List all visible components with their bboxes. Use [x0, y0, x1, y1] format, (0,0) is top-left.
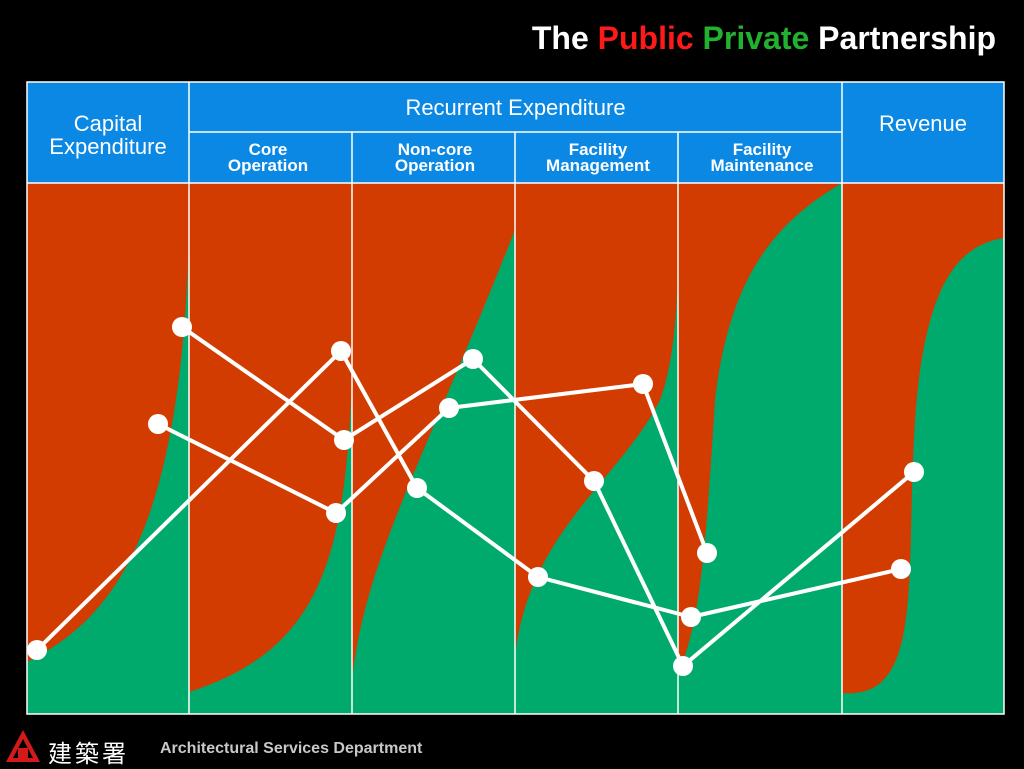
header-revenue: Revenue: [878, 111, 968, 137]
title-word-the: The: [531, 20, 589, 56]
grid-lines: [26, 81, 1005, 715]
marker: [331, 341, 351, 361]
chinese-department-name: 建築署: [48, 740, 129, 768]
marker: [697, 543, 717, 563]
marker: [148, 414, 168, 434]
capital-private-area: [27, 240, 189, 714]
marker: [27, 640, 47, 660]
marker: [891, 559, 911, 579]
marker: [584, 471, 604, 491]
page-title: The Public Private Partnership: [532, 20, 996, 57]
department-name: Architectural Services Department: [160, 740, 423, 757]
facility-maint-private-area: [678, 183, 842, 714]
title-word-partnership: Partnership: [818, 20, 996, 56]
title-word-private: Private: [702, 20, 810, 56]
facility-mgmt-private-area: [515, 250, 678, 714]
marker: [673, 656, 693, 676]
marker: [528, 567, 548, 587]
title-word-public: Public: [597, 20, 694, 56]
header-facility-management: Facility Management: [546, 139, 650, 175]
markers: [27, 317, 924, 676]
marker: [681, 607, 701, 627]
header-capital-expenditure: Capital Expenditure: [49, 110, 167, 159]
marker: [326, 503, 346, 523]
marker: [904, 462, 924, 482]
marker: [172, 317, 192, 337]
header-facility-maintenance: Facility Maintenance: [710, 139, 814, 175]
marker: [334, 430, 354, 450]
marker: [407, 478, 427, 498]
header-core-operation: Core Operation: [227, 139, 309, 175]
header-noncore-operation: Non-core Operation: [394, 139, 476, 175]
marker: [633, 374, 653, 394]
asd-logo-icon: [6, 730, 40, 762]
marker: [463, 349, 483, 369]
marker: [439, 398, 459, 418]
line-b: [180, 325, 916, 668]
core-private-area: [189, 380, 352, 714]
header-recurrent-expenditure: Recurrent Expenditure: [405, 95, 626, 121]
